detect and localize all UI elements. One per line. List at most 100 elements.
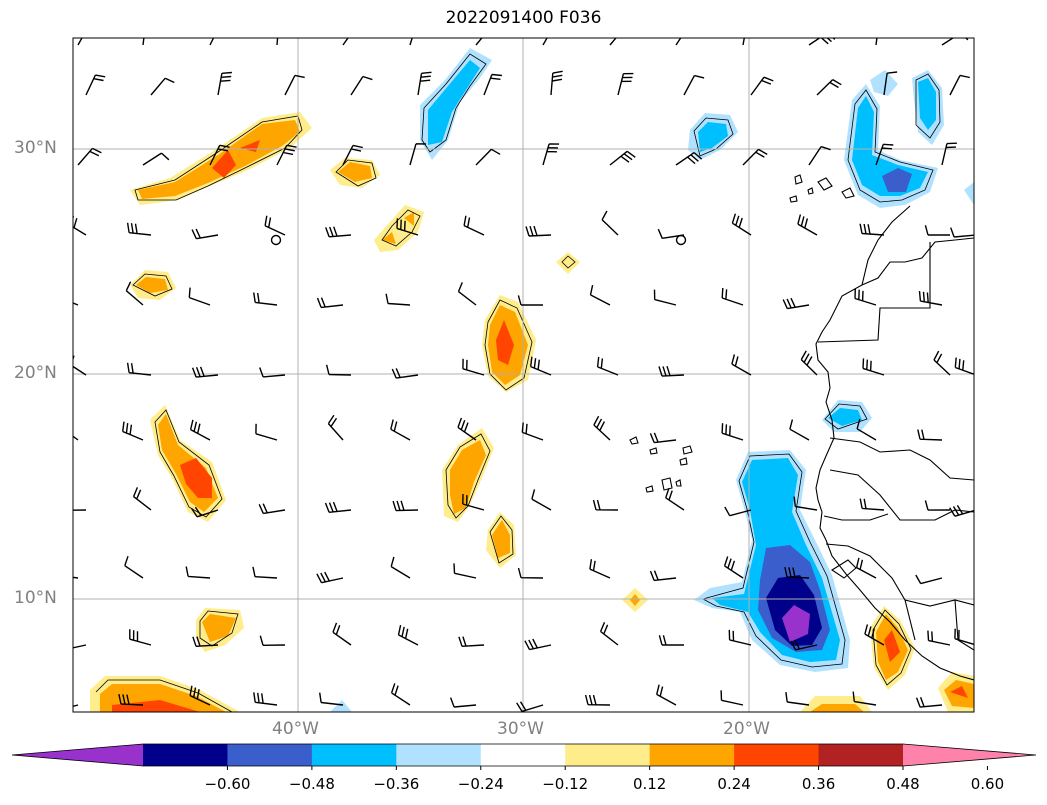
lon-label-30w: 30°W	[497, 719, 544, 739]
wind-barb	[85, 74, 106, 96]
wind-barb	[457, 282, 477, 306]
wind-barb	[721, 423, 744, 441]
contour-line	[199, 610, 239, 647]
colorbar-tick-label: 0.60	[970, 775, 1005, 793]
colorbar-extend-high	[903, 744, 1036, 766]
wind-barb	[73, 576, 79, 579]
wind-barb	[391, 368, 419, 379]
colorbar-segment	[311, 744, 397, 766]
warm-anomaly	[338, 162, 372, 182]
colorbar-extend-low	[12, 744, 143, 766]
border-line	[825, 543, 974, 607]
colorbar-segment	[396, 744, 482, 766]
contour-line	[445, 433, 491, 519]
contour-line	[132, 273, 173, 297]
wind-barb	[789, 419, 810, 441]
wind-barb	[77, 147, 102, 166]
colorbar-tick-label: 0.24	[717, 775, 751, 793]
wind-barb	[617, 72, 634, 96]
contour-line	[915, 73, 941, 139]
wind-barb	[276, 144, 297, 166]
contour-line	[847, 89, 934, 203]
island	[649, 447, 658, 455]
wind-barb	[927, 630, 951, 646]
wind-barb	[524, 638, 552, 651]
wind-barb	[649, 570, 677, 582]
wind-barb	[258, 503, 286, 515]
wind-barb	[122, 421, 144, 441]
contour-line	[824, 403, 868, 430]
wind-barb	[653, 289, 677, 306]
wind-barb	[728, 629, 752, 646]
wind-barb	[950, 227, 974, 238]
wind-barb	[918, 291, 943, 306]
wind-barb	[724, 506, 752, 517]
contour-line	[421, 53, 487, 153]
wind-barb	[609, 38, 617, 46]
wind-barb	[915, 697, 943, 708]
wind-barb	[188, 287, 211, 306]
wind-barb	[665, 488, 685, 511]
wind-barb	[284, 74, 305, 96]
wind-barb	[209, 38, 215, 46]
border-line	[861, 205, 911, 286]
wind-barb	[453, 563, 477, 579]
wind-barb	[325, 364, 352, 376]
wind-barb	[191, 228, 219, 240]
wind-barb	[397, 624, 419, 646]
contour-line	[701, 453, 846, 668]
wind-barb	[126, 222, 152, 236]
wind-barb	[327, 414, 344, 441]
wind-barb	[584, 694, 611, 706]
wind-barb	[542, 38, 548, 46]
contour-line	[489, 515, 514, 564]
wind-barb	[883, 71, 898, 96]
wind-barb	[390, 556, 411, 579]
calm-wind-circle	[675, 234, 687, 246]
wind-barb	[409, 143, 427, 166]
cold-anomaly	[870, 70, 898, 96]
wind-barb	[859, 223, 885, 236]
wind-barb	[915, 574, 943, 585]
border-line	[904, 599, 916, 641]
cold-anomaly	[782, 605, 810, 642]
colorbar-tick-label: 0.12	[632, 775, 667, 793]
island	[645, 485, 654, 493]
wind-barb	[483, 73, 502, 96]
wind-barb	[949, 74, 970, 96]
border-line	[954, 599, 974, 651]
wind-barb	[126, 362, 152, 376]
wind-barb	[124, 555, 144, 579]
wind-barb	[589, 559, 611, 579]
wind-barb	[417, 71, 432, 96]
wind-barb	[458, 636, 485, 647]
wind-barb	[976, 71, 987, 95]
wind-barb	[118, 694, 144, 706]
wind-barb	[649, 432, 677, 444]
island	[841, 187, 855, 199]
warm-anomaly	[630, 594, 640, 606]
wind-barb	[316, 571, 344, 584]
wind-barb	[342, 144, 363, 166]
wind-barb	[924, 500, 951, 511]
warm-anomaly	[950, 686, 968, 698]
wind-barb	[463, 215, 485, 236]
wind-barb	[658, 365, 685, 377]
wind-barb	[252, 566, 278, 579]
wind-barb	[542, 143, 560, 166]
wind-barb	[276, 38, 279, 46]
wind-barb	[949, 505, 974, 517]
wind-barb	[189, 419, 211, 441]
lat-label-10n: 10°N	[14, 588, 57, 608]
wind-barb	[721, 287, 744, 306]
wind-barb	[525, 225, 552, 237]
contour-line	[484, 299, 533, 391]
wind-barb	[531, 489, 552, 511]
colorbar-tick-label: −0.36	[373, 775, 420, 793]
wind-barb	[589, 284, 611, 306]
wind-barb	[409, 38, 413, 46]
colorbar-outline	[11, 743, 1037, 767]
wind-barb	[129, 629, 152, 646]
lon-label-40w: 40°W	[272, 719, 319, 739]
colorbar-tick-label: 0.48	[886, 775, 920, 793]
